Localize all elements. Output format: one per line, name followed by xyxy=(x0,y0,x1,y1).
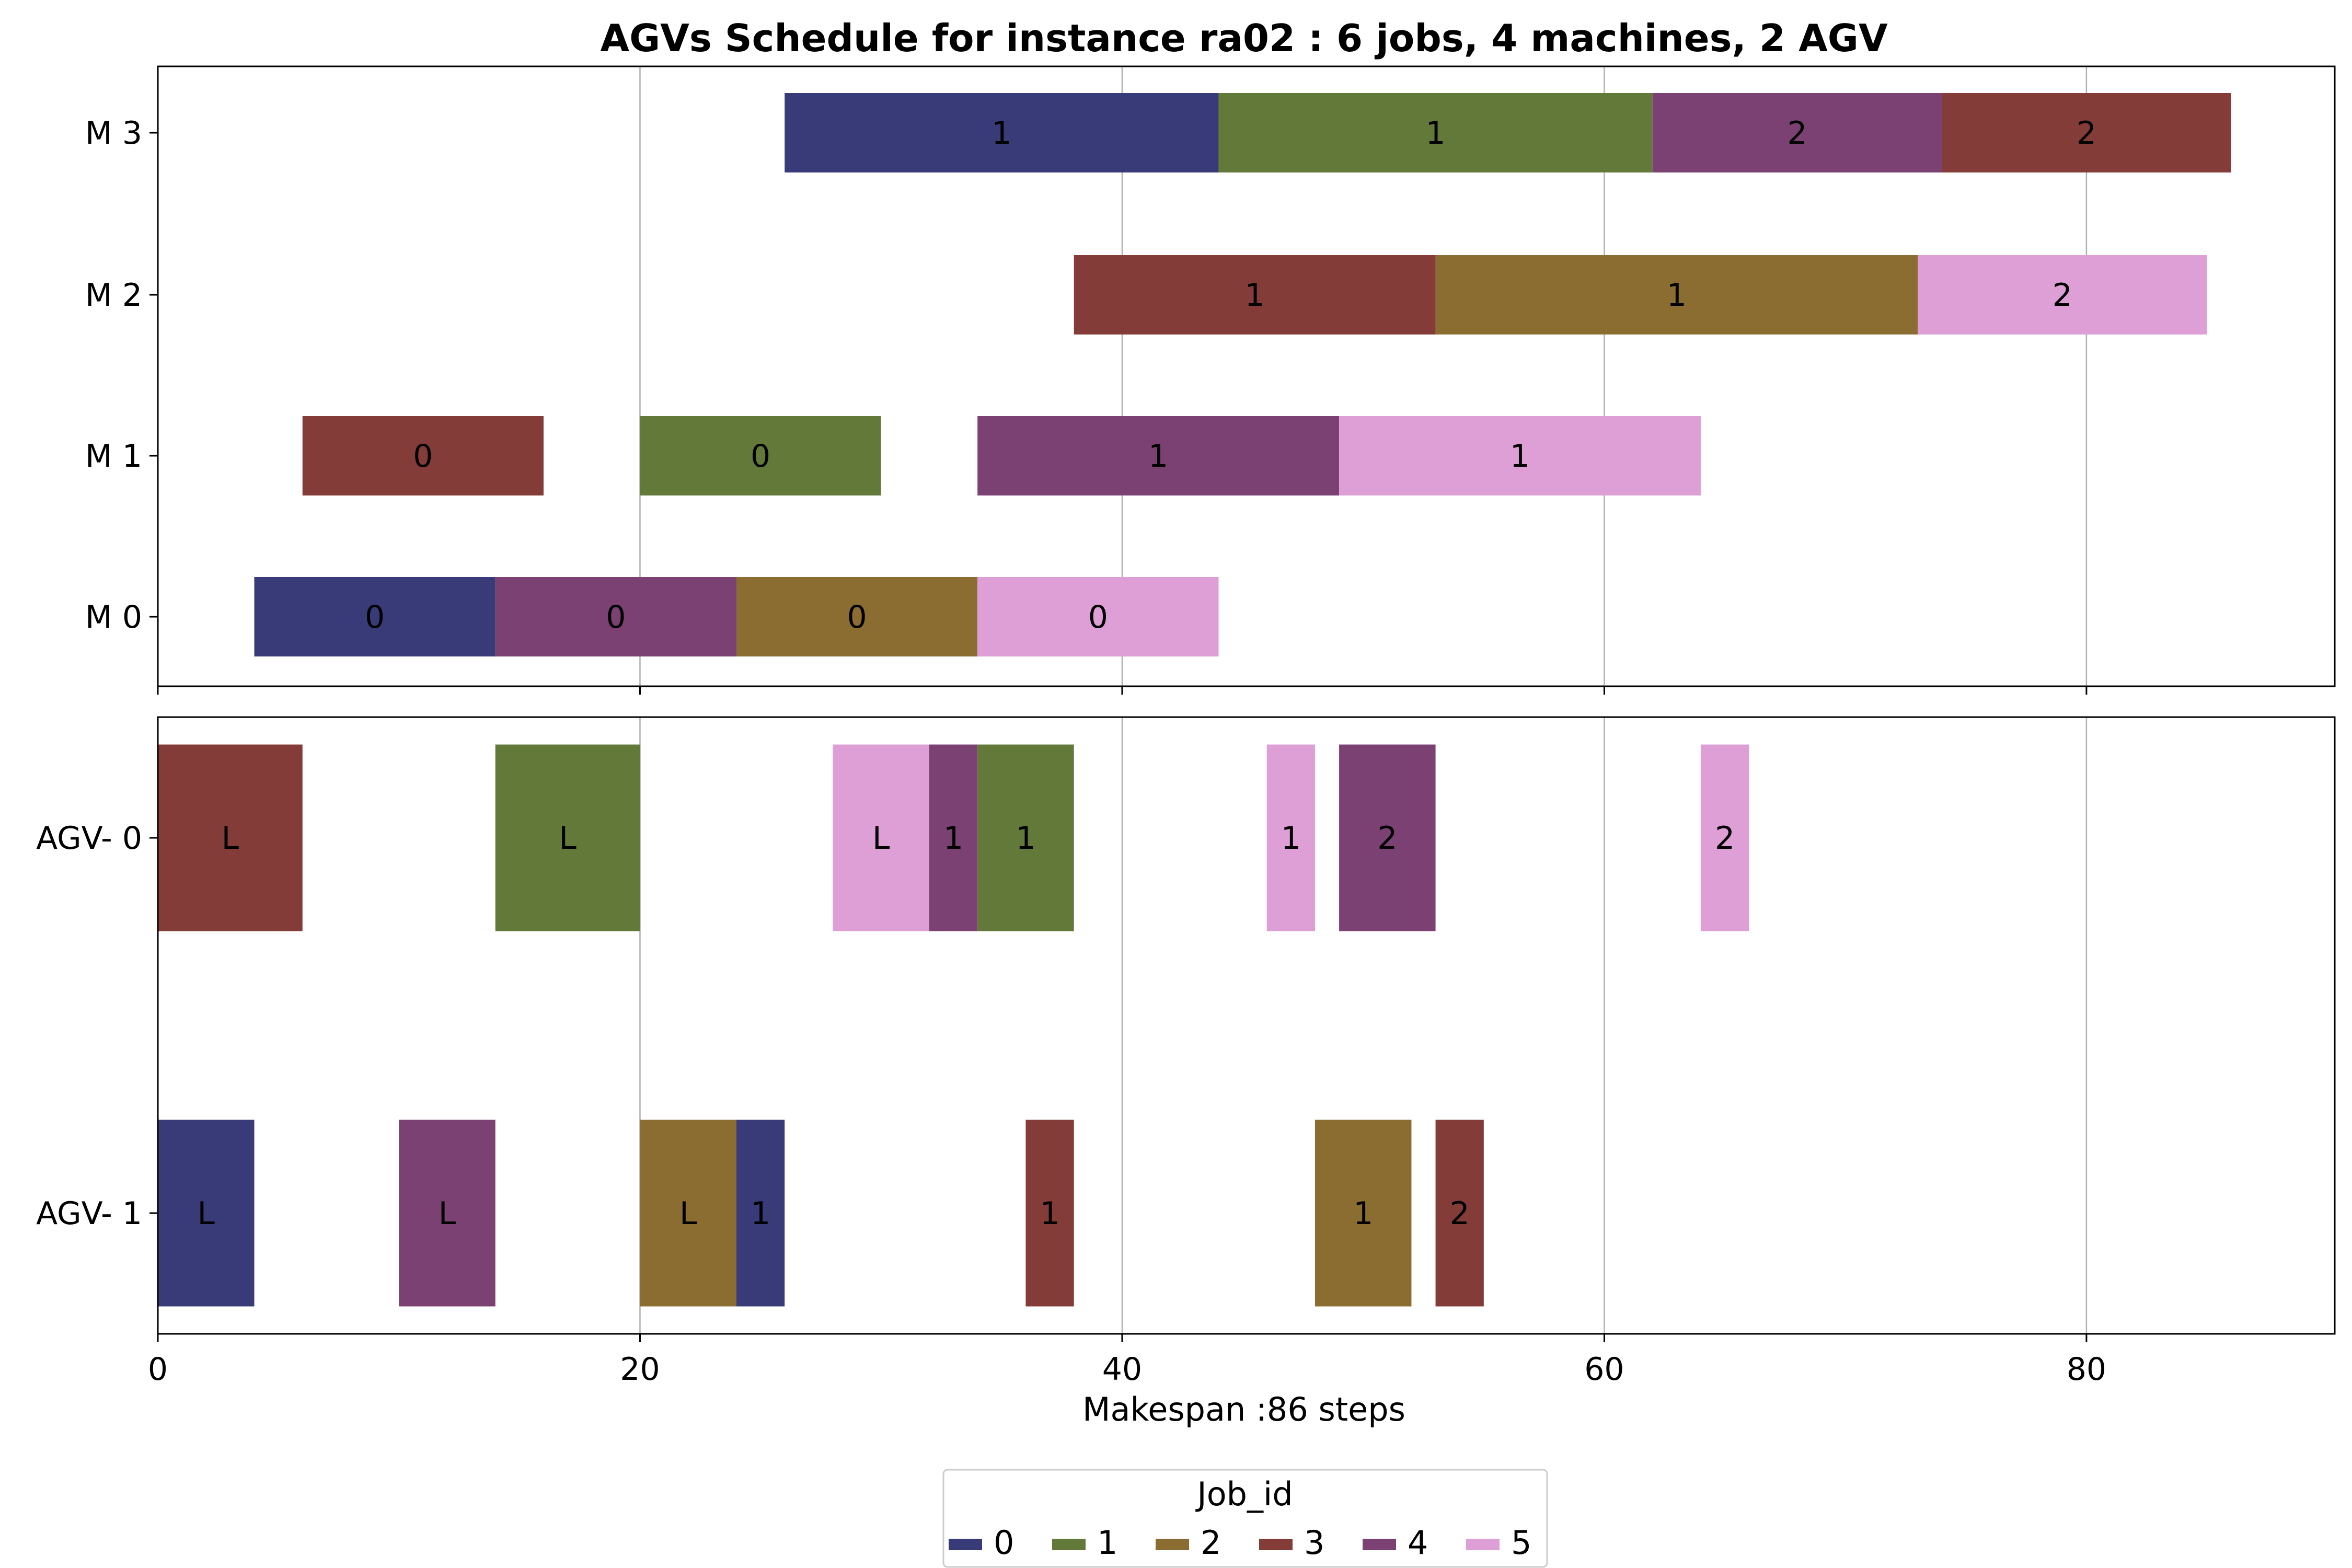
legend-label-job-1: 1 xyxy=(1097,1524,1117,1562)
x-axis-label: Makespan :86 steps xyxy=(1082,1390,1405,1428)
machines-bar-label-10: 1 xyxy=(1510,438,1530,475)
machines-panel: 1 1 2 2 1 1 2 0 0 1 1 0 0 0 0 M 3 M 2 M 1 M 0 xyxy=(85,65,2336,687)
machines-bar-m-2-job-3-4 xyxy=(1074,255,1436,335)
machines-bar-label-0: 1 xyxy=(991,115,1011,152)
agv-bar-label-11: 1 xyxy=(751,1195,770,1232)
machines-bar-m-3-job-3-3 xyxy=(1942,93,2231,172)
machines-bar-m-3-job-0-0 xyxy=(785,93,1219,172)
agv-bar-label-5: 1 xyxy=(1281,820,1301,857)
machines-ytick-label-m-2: M 2 xyxy=(85,277,142,314)
agv-bar-agv-1-job-2-13 xyxy=(1315,1120,1412,1307)
agv-bar-label-12: 1 xyxy=(1040,1195,1059,1232)
legend-swatch-job-3 xyxy=(1259,1539,1293,1550)
machines-bar-label-11: 0 xyxy=(365,599,385,636)
agv-bar-agv-0-job-4-3 xyxy=(929,744,978,931)
agv-bar-agv-0-job-5-5 xyxy=(1266,744,1315,931)
agv-bar-label-1: L xyxy=(559,820,577,857)
agv-ytick-label-agv-1: AGV- 1 xyxy=(36,1195,142,1232)
machines-bar-label-6: 2 xyxy=(2053,277,2072,314)
agv-bar-label-14: 2 xyxy=(1450,1195,1470,1232)
machines-bar-label-2: 2 xyxy=(1787,115,1807,152)
machines-bar-label-5: 1 xyxy=(1667,277,1687,314)
machines-bar-m-3-job-1-1 xyxy=(1218,93,1653,172)
legend-label-job-2: 2 xyxy=(1201,1524,1221,1562)
legend-box xyxy=(942,1469,1548,1568)
machines-bar-label-12: 0 xyxy=(606,599,626,636)
machines-bar-m-0-job-5-14 xyxy=(977,577,1219,656)
legend-swatch-job-1 xyxy=(1052,1539,1086,1550)
machines-bar-m-0-job-2-13 xyxy=(736,577,978,656)
machines-bar-m-1-job-4-9 xyxy=(977,416,1340,495)
agv-bar-agv-1-job-3-12 xyxy=(1025,1120,1074,1307)
machines-y-axis: M 3 M 2 M 1 M 0 xyxy=(85,115,158,636)
agv-bars: L L L 1 1 1 2 2 L L L 1 1 1 2 xyxy=(158,744,1749,1307)
machines-bar-m-0-job-4-12 xyxy=(495,577,736,656)
agv-bar-label-0: L xyxy=(222,820,239,857)
agv-bar-agv-0-job-5-2 xyxy=(833,744,929,931)
agv-bar-agv-0-job-1-1 xyxy=(495,744,640,931)
agv-bar-agv-1-job-4-9 xyxy=(399,1120,495,1307)
machines-bars: 1 1 2 2 1 1 2 0 0 1 1 0 0 0 0 xyxy=(254,93,2231,656)
x-tick-label-60: 60 xyxy=(1584,1351,1624,1388)
agv-bar-agv-1-job-2-10 xyxy=(640,1120,736,1307)
x-tick-label-0: 0 xyxy=(148,1351,168,1388)
legend-label-job-5: 5 xyxy=(1511,1524,1531,1562)
legend-swatch-job-2 xyxy=(1156,1539,1189,1550)
legend-swatch-job-0 xyxy=(949,1539,982,1550)
machines-bar-m-1-job-3-7 xyxy=(302,416,544,495)
x-tick-label-20: 20 xyxy=(620,1351,660,1388)
agv-bar-agv-1-job-0-8 xyxy=(158,1120,255,1307)
agv-bar-label-13: 1 xyxy=(1353,1195,1373,1232)
agv-panel: L L L 1 1 1 2 2 L L L 1 1 1 2 AGV- 0 AGV- 1 xyxy=(36,716,2336,1335)
agv-bar-agv-0-job-1-4 xyxy=(977,744,1074,931)
legend-swatch-job-5 xyxy=(1466,1539,1500,1550)
machines-axes-frame xyxy=(157,65,2336,687)
machines-bar-m-2-job-2-5 xyxy=(1435,255,1918,335)
agv-bar-agv-0-job-3-0 xyxy=(158,744,303,931)
x-axis: 0 20 40 60 80 xyxy=(148,686,2106,1388)
x-tick-label-80: 80 xyxy=(2067,1351,2106,1388)
legend: Job_id 0 1 2 3 4 5 xyxy=(942,1469,1548,1568)
agv-bar-label-7: 2 xyxy=(1715,820,1735,857)
machines-bar-m-2-job-5-6 xyxy=(1918,255,2207,335)
legend-items: 0 1 2 3 4 5 xyxy=(949,1524,1531,1562)
agv-ytick-label-agv-0: AGV- 0 xyxy=(36,820,142,857)
agv-bar-label-4: 1 xyxy=(1016,820,1035,857)
legend-label-job-3: 3 xyxy=(1304,1524,1324,1562)
legend-label-job-4: 4 xyxy=(1408,1524,1428,1562)
agv-axes-frame xyxy=(157,716,2336,1335)
machines-bar-label-7: 0 xyxy=(413,438,433,475)
x-tick-label-40: 40 xyxy=(1102,1351,1142,1388)
machines-bar-label-14: 0 xyxy=(1088,599,1108,636)
agv-bar-label-2: L xyxy=(872,820,890,857)
agv-bar-label-8: L xyxy=(198,1195,215,1232)
agv-bar-agv-0-job-4-6 xyxy=(1339,744,1436,931)
agv-y-axis: AGV- 0 AGV- 1 xyxy=(36,820,158,1232)
agv-bar-agv-0-job-5-7 xyxy=(1700,744,1749,931)
machines-bar-m-1-job-5-10 xyxy=(1339,416,1701,495)
machines-bar-m-3-job-4-2 xyxy=(1652,93,1942,172)
machines-bar-m-0-job-0-11 xyxy=(254,577,495,656)
machines-bar-label-3: 2 xyxy=(2077,115,2096,152)
agv-bar-label-9: L xyxy=(439,1195,456,1232)
machines-bar-label-1: 1 xyxy=(1425,115,1445,152)
machines-ytick-label-m-0: M 0 xyxy=(85,599,142,636)
agv-bar-label-6: 2 xyxy=(1377,820,1397,857)
agv-bar-agv-1-job-3-14 xyxy=(1435,1120,1484,1307)
machines-bar-label-8: 0 xyxy=(751,438,770,475)
agv-bar-label-10: L xyxy=(679,1195,697,1232)
chart-title: AGVs Schedule for instance ra02 : 6 jobs… xyxy=(600,16,1888,60)
machines-ytick-label-m-1: M 1 xyxy=(85,438,142,475)
machines-bar-label-4: 1 xyxy=(1245,277,1265,314)
machines-bar-m-1-job-1-8 xyxy=(640,416,881,495)
legend-swatch-job-4 xyxy=(1363,1539,1396,1550)
legend-title: Job_id xyxy=(1195,1475,1293,1513)
machines-bar-label-9: 1 xyxy=(1148,438,1168,475)
machines-ytick-label-m-3: M 3 xyxy=(85,115,142,152)
legend-label-job-0: 0 xyxy=(994,1524,1014,1562)
agv-bar-label-3: 1 xyxy=(943,820,963,857)
agv-bar-agv-1-job-0-11 xyxy=(736,1120,785,1307)
machines-bar-label-13: 0 xyxy=(847,599,867,636)
